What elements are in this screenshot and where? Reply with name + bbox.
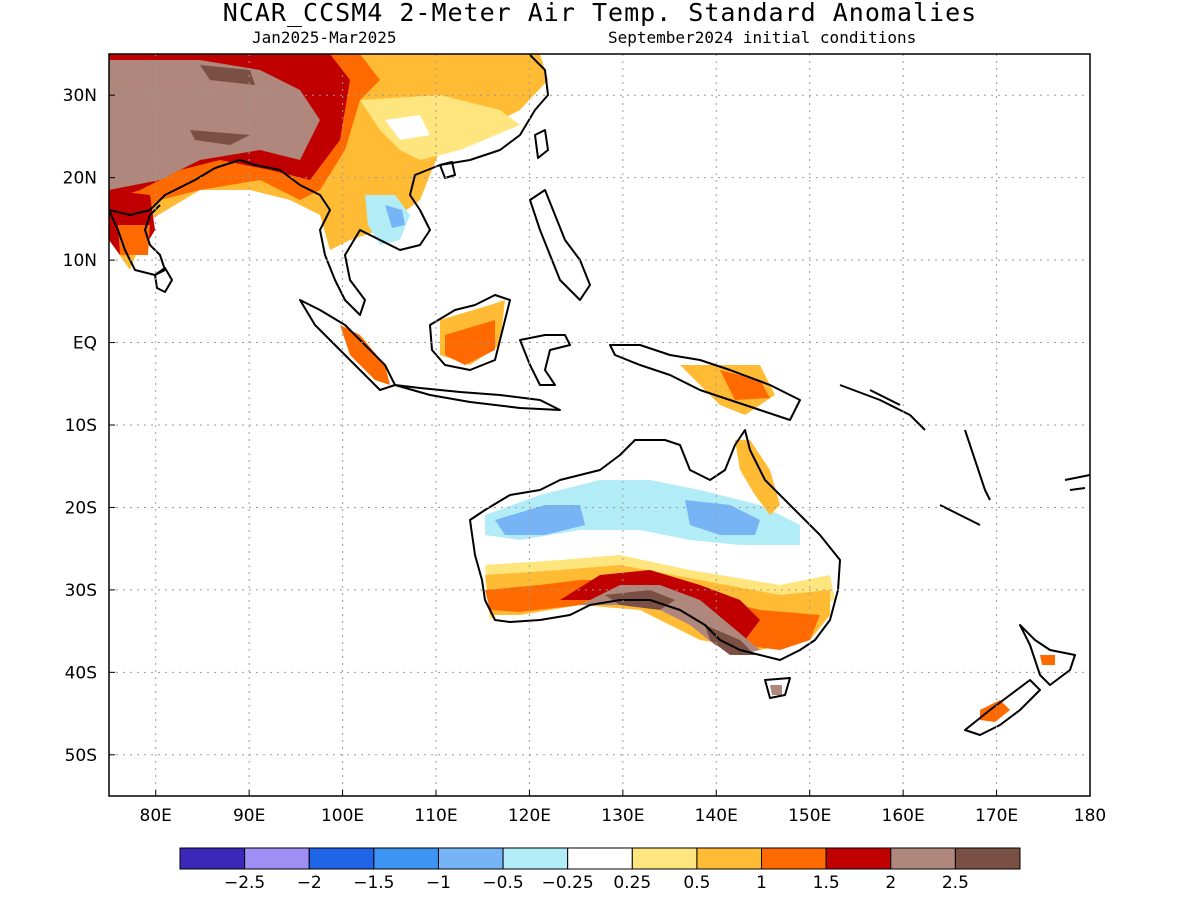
colorbar-label: 2.5 [942, 873, 969, 893]
colorbar-swatch [308, 847, 375, 870]
anomaly-region-aus-white [485, 535, 830, 585]
coastline-nz-north [1019, 624, 1076, 686]
anomaly-region-asia-white [385, 115, 430, 140]
anomaly-region-sumatra [340, 325, 390, 385]
lon-tick-label: 90E [233, 806, 265, 826]
colorbar-label: −0.5 [482, 873, 523, 893]
anomaly-region-indochina-lightblue [385, 205, 405, 228]
lon-tick-label: 170E [975, 806, 1018, 826]
anomaly-region-borneo-orange [445, 320, 495, 365]
coastline-borneo [429, 294, 511, 371]
colorbar-label: −1.5 [353, 873, 394, 893]
forecast-period: Jan2025-Mar2025 [252, 28, 397, 47]
coastline-sulawesi [519, 334, 571, 386]
lon-tick-label: 80E [140, 806, 172, 826]
lat-tick-label: 10S [65, 416, 97, 436]
coastline-tasmania [764, 677, 791, 699]
colorbar-swatch [825, 847, 892, 870]
coastline-srilanka [154, 267, 173, 293]
anomaly-region-nz-south [980, 700, 1010, 722]
lon-tick-label: 100E [321, 806, 364, 826]
colorbar-label: 2 [885, 873, 896, 893]
coastline-java [394, 384, 561, 411]
coastline-india [109, 204, 166, 276]
colorbar-swatch [761, 847, 827, 870]
colorbar-swatch [437, 847, 504, 870]
lat-tick-label: 10N [63, 251, 97, 271]
colorbar-label: −1 [426, 873, 451, 893]
initial-conditions: September2024 initial conditions [608, 28, 917, 47]
coastline-vanuatu [964, 429, 991, 501]
lon-tick-label: 180 [1074, 806, 1106, 826]
lon-tick-label: 150E [788, 806, 831, 826]
lon-tick-label: 110E [414, 806, 457, 826]
colorbar-label: 1.5 [813, 873, 840, 893]
colorbar-label: 0.25 [613, 873, 651, 893]
colorbar-label: 0.5 [683, 873, 710, 893]
colorbar-swatch [954, 847, 1021, 870]
lon-tick-label: 140E [695, 806, 738, 826]
coastline-philippines [529, 189, 591, 301]
lat-tick-label: 30S [65, 581, 97, 601]
colorbar-swatch [502, 847, 569, 870]
coastline-taiwan [534, 129, 549, 159]
colorbar: −2.5 −2 −1.5 −1 −0.5 −0.25 0.25 0.5 1 1.5 2 2.5 [179, 847, 1021, 893]
coastline-australia [469, 429, 841, 661]
anomaly-region-aus-blue [495, 500, 760, 535]
colorbar-label: −2 [297, 873, 322, 893]
lon-tick-label: 130E [601, 806, 644, 826]
anomaly-region-newguinea-orange [720, 370, 770, 400]
colorbar-swatch [631, 847, 698, 870]
colorbar-swatch [244, 847, 310, 870]
lat-tick-label: 20S [65, 498, 97, 518]
coastline-newguinea [609, 344, 801, 421]
colorbar-label: −0.25 [542, 873, 594, 893]
lat-tick-label: 40S [65, 663, 97, 683]
colorbar-swatch [567, 847, 633, 870]
anomaly-region-tasmania [770, 685, 782, 695]
coastline-layer [109, 54, 1090, 736]
anomaly-region-indochina-blue [365, 195, 410, 245]
anomaly-region-asia-yellow [360, 95, 520, 160]
coastline-newcaledonia [939, 504, 981, 526]
lon-tick-label: 120E [508, 806, 551, 826]
lat-tick-label: EQ [73, 334, 97, 354]
colorbar-swatch [696, 847, 763, 870]
colorbar-swatch [179, 847, 246, 870]
chart-title: NCAR_CCSM4 2-Meter Air Temp. Standard An… [222, 0, 978, 27]
lat-tick-label: 30N [63, 86, 97, 106]
colorbar-swatch [373, 847, 439, 870]
coastline-solomons [839, 384, 926, 431]
coastline-asia [109, 54, 549, 316]
anomaly-region-nz-north [1040, 655, 1055, 665]
anomaly-region-tibet-darkbrown [190, 65, 255, 145]
colorbar-label: 1 [756, 873, 767, 893]
lat-tick-label: 50S [65, 746, 97, 766]
anomaly-region-aus-ne-coast [735, 440, 780, 515]
lat-tick-label: 20N [63, 169, 97, 189]
axis-layer: 80E 90E 100E 110E 120E 130E 140E 150E 160E 170E 18… [63, 86, 1107, 826]
anomaly-region-india-orange [118, 225, 150, 255]
grid-layer [109, 54, 1090, 796]
anomaly-fill-layer [109, 54, 1055, 722]
anomaly-region-tibet-brown [109, 60, 320, 190]
colorbar-label: −2.5 [224, 873, 265, 893]
colorbar-swatch [890, 847, 956, 870]
lon-tick-label: 160E [882, 806, 925, 826]
coastline-hainan [439, 161, 456, 179]
coastline-fiji [1064, 474, 1090, 491]
